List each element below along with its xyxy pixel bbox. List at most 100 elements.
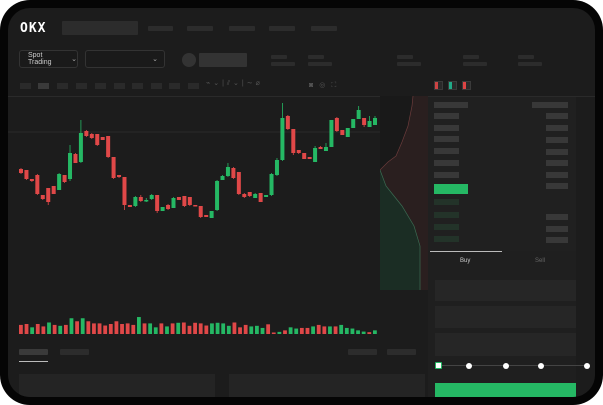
volume-bar	[271, 332, 276, 334]
nav-item[interactable]	[311, 26, 337, 31]
candle-body	[133, 197, 138, 206]
draw-icon[interactable]: ⌀	[255, 80, 263, 87]
total-input[interactable]	[435, 333, 576, 356]
candle-body	[351, 119, 356, 128]
tab-order-history[interactable]	[60, 349, 89, 355]
candle-type-icon[interactable]: ⌁⌄	[206, 80, 223, 87]
candle-body	[95, 134, 100, 145]
tab-open-orders[interactable]	[19, 349, 48, 355]
volume-bar	[148, 323, 153, 334]
timeframe-button[interactable]	[132, 83, 143, 89]
buy-tab-underline	[430, 251, 502, 252]
nav-item[interactable]	[148, 26, 173, 31]
ask-row-price[interactable]	[434, 148, 459, 154]
candle-body	[106, 136, 111, 157]
amount-slider-handle[interactable]	[435, 362, 442, 369]
tab-sell[interactable]: Sell	[535, 258, 546, 264]
candle-body	[302, 153, 307, 159]
volume-bar	[215, 322, 220, 334]
candle-body	[280, 118, 285, 160]
slider-step-75[interactable]	[538, 363, 544, 369]
volume-bar	[80, 318, 85, 334]
slider-step-25[interactable]	[466, 363, 472, 369]
volume-bar	[283, 330, 287, 334]
bid-row-price[interactable]	[434, 224, 459, 230]
timeframe-button-active[interactable]	[38, 83, 49, 89]
timeframe-button[interactable]	[151, 83, 162, 89]
timeframe-button[interactable]	[169, 83, 180, 89]
volume-bar	[339, 324, 344, 334]
bid-row-price[interactable]	[434, 199, 459, 205]
candle-body	[340, 130, 345, 135]
fullscreen-icon[interactable]: ⛶	[331, 82, 343, 89]
nav-item[interactable]	[187, 26, 213, 31]
price-input[interactable]	[435, 280, 576, 301]
buy-button[interactable]	[435, 383, 576, 397]
volume-bar	[311, 326, 315, 334]
slider-step-100[interactable]	[584, 363, 590, 369]
candle-body	[307, 157, 312, 159]
ask-row-amount	[546, 113, 568, 119]
candle-body	[155, 195, 160, 211]
timeframe-button[interactable]	[188, 83, 199, 89]
candle-body	[367, 121, 372, 127]
volume-bar	[266, 324, 271, 334]
bid-row-price[interactable]	[434, 212, 459, 218]
okx-logo[interactable]: OKX	[20, 21, 47, 36]
candle-body	[51, 186, 56, 194]
timeframe-button[interactable]	[20, 83, 31, 89]
volume-bar	[108, 324, 113, 334]
filter-button[interactable]	[387, 349, 416, 355]
ask-row-price[interactable]	[434, 172, 459, 178]
volume-bar	[333, 326, 338, 334]
candle-body	[29, 179, 34, 181]
tab-buy[interactable]: Buy	[460, 258, 471, 264]
volume-bar	[243, 324, 248, 334]
candle-body	[291, 129, 296, 153]
candle-body	[144, 200, 149, 202]
amount-input[interactable]	[435, 306, 576, 328]
settings-icon[interactable]: ◎	[319, 82, 332, 89]
volume-bar	[137, 317, 141, 334]
ask-row-price[interactable]	[434, 113, 459, 119]
candle-body	[35, 175, 40, 194]
volume-bar	[92, 323, 96, 334]
slider-step-50[interactable]	[503, 363, 509, 369]
line-tool-icon[interactable]: |∼	[241, 80, 256, 87]
volume-bar	[249, 326, 254, 334]
search-placeholder[interactable]	[62, 21, 138, 35]
amount-slider-track[interactable]	[439, 365, 587, 366]
nav-item[interactable]	[229, 26, 255, 31]
filter-button[interactable]	[348, 349, 377, 355]
orderbook-both-icon[interactable]	[434, 81, 443, 90]
volume-bar	[361, 331, 366, 334]
candle-body	[269, 174, 274, 195]
timeframe-button[interactable]	[76, 83, 87, 89]
candle-body	[242, 194, 247, 197]
timeframe-button[interactable]	[95, 83, 106, 89]
volume-bar	[142, 323, 147, 334]
volume-bar	[103, 325, 108, 334]
volume-bar	[238, 327, 242, 334]
ask-row-price[interactable]	[434, 136, 459, 142]
ask-row-price[interactable]	[434, 125, 459, 131]
candle-body	[373, 118, 377, 125]
ask-row-price[interactable]	[434, 160, 459, 166]
candle-body	[285, 116, 290, 129]
pair-dropdown[interactable]: ⌄	[85, 50, 165, 68]
timeframe-button[interactable]	[57, 83, 68, 89]
spot-trading-dropdown[interactable]: Spot Trading ⌄	[19, 50, 78, 68]
chart-tools[interactable]: ⌁⌄|⫽⌄|∼⌀	[206, 79, 263, 88]
orderbook-asks-icon[interactable]	[462, 81, 471, 90]
nav-item[interactable]	[269, 26, 295, 31]
candlestick-chart[interactable]	[8, 96, 380, 336]
camera-icon[interactable]: ◙	[309, 82, 320, 89]
timeframe-button[interactable]	[114, 83, 125, 89]
candle-body	[40, 195, 45, 199]
bid-row-price[interactable]	[434, 236, 459, 242]
indicator-icon[interactable]: |⫽⌄	[222, 80, 242, 87]
candle-body	[253, 194, 258, 198]
ask-row-amount	[546, 172, 568, 178]
orderbook-bids-icon[interactable]	[448, 81, 457, 90]
chevron-down-icon: ⌄	[71, 56, 77, 63]
